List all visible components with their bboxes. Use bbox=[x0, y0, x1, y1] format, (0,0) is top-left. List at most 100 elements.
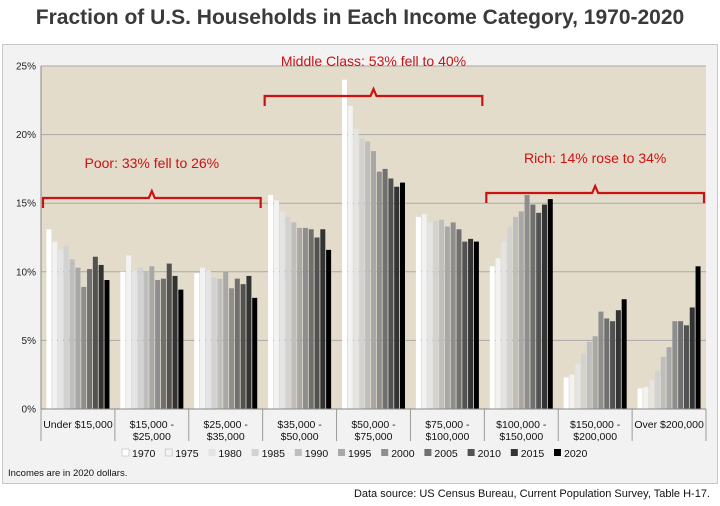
bar bbox=[683, 325, 689, 409]
legend-swatch bbox=[208, 449, 216, 456]
y-tick-label: 25% bbox=[16, 62, 36, 73]
bar bbox=[376, 171, 382, 409]
bar bbox=[649, 380, 655, 409]
legend-swatch bbox=[251, 449, 259, 456]
bar bbox=[462, 241, 468, 409]
bar bbox=[229, 288, 235, 409]
bar bbox=[569, 374, 575, 409]
x-tick-label: $50,000 bbox=[281, 431, 319, 443]
bar bbox=[314, 237, 320, 409]
legend-entry: 2015 bbox=[521, 448, 545, 460]
bar bbox=[394, 186, 400, 409]
bar bbox=[81, 286, 87, 409]
bar bbox=[205, 270, 211, 409]
bar bbox=[92, 256, 98, 409]
bar bbox=[137, 267, 143, 409]
legend-swatch bbox=[510, 449, 518, 456]
bar bbox=[575, 363, 581, 409]
x-tick-label: $100,000 - bbox=[496, 419, 547, 431]
bar bbox=[75, 267, 81, 409]
y-tick-label: 20% bbox=[16, 130, 36, 141]
bar bbox=[200, 267, 206, 409]
bar bbox=[87, 269, 93, 409]
x-tick-label: $35,000 - bbox=[277, 419, 322, 431]
bar bbox=[598, 311, 604, 409]
bar bbox=[98, 264, 104, 409]
data-source-note: Data source: US Census Bureau, Current P… bbox=[353, 488, 710, 500]
legend-swatch bbox=[338, 449, 345, 456]
bar bbox=[347, 105, 353, 410]
bar bbox=[52, 241, 58, 409]
bar bbox=[273, 200, 279, 409]
bar bbox=[166, 263, 172, 409]
annotation-bracket bbox=[263, 86, 484, 106]
bar bbox=[444, 226, 450, 409]
bar bbox=[63, 245, 69, 409]
bar bbox=[120, 271, 126, 409]
bar bbox=[524, 194, 530, 409]
bar bbox=[592, 336, 598, 409]
bar bbox=[456, 229, 462, 409]
bar bbox=[58, 249, 64, 409]
bar bbox=[46, 229, 52, 409]
bar bbox=[495, 258, 501, 409]
bar bbox=[666, 347, 672, 409]
bar bbox=[450, 222, 456, 409]
x-tick-label: $35,000 bbox=[207, 431, 245, 443]
bar bbox=[427, 222, 433, 409]
legend-entry: 1980 bbox=[218, 448, 242, 460]
bar bbox=[320, 229, 326, 409]
legend-entry: 1990 bbox=[305, 448, 329, 460]
legend-entry: 1985 bbox=[262, 448, 286, 460]
bar bbox=[69, 259, 75, 409]
legend-swatch bbox=[424, 449, 432, 456]
legend-entry: 1975 bbox=[175, 448, 199, 460]
x-tick-label: $150,000 - bbox=[570, 419, 621, 431]
bar bbox=[654, 370, 660, 409]
x-tick-label: $100,000 bbox=[425, 431, 469, 443]
legend-entry: 2020 bbox=[564, 448, 588, 460]
x-tick-label: Over $200,000 bbox=[634, 419, 704, 431]
bar bbox=[689, 307, 695, 409]
x-tick-label: $25,000 bbox=[133, 431, 171, 443]
legend-swatch bbox=[294, 449, 302, 456]
bar bbox=[353, 129, 359, 409]
bar bbox=[563, 377, 569, 409]
bar bbox=[172, 275, 178, 409]
x-tick-label: $50,000 - bbox=[351, 419, 396, 431]
bar bbox=[371, 151, 376, 409]
bar bbox=[473, 241, 479, 409]
annotation-bracket bbox=[41, 188, 262, 208]
y-tick-label: 15% bbox=[16, 199, 36, 210]
bar bbox=[507, 226, 513, 409]
x-tick-label: $25,000 - bbox=[204, 419, 249, 431]
y-tick-label: 0% bbox=[22, 405, 37, 416]
bar bbox=[178, 289, 184, 409]
legend-entry: 2005 bbox=[434, 448, 458, 460]
bar bbox=[240, 284, 246, 409]
bar bbox=[342, 79, 347, 409]
bar bbox=[297, 227, 303, 409]
bar bbox=[643, 387, 649, 409]
bar bbox=[433, 221, 439, 409]
legend-swatch bbox=[554, 449, 561, 456]
bar bbox=[382, 168, 388, 409]
bar bbox=[637, 388, 643, 409]
bar bbox=[326, 249, 332, 409]
bar bbox=[126, 255, 132, 409]
y-tick-label: 5% bbox=[22, 336, 37, 347]
bar bbox=[223, 271, 229, 409]
bar bbox=[268, 194, 274, 409]
bar bbox=[621, 299, 627, 409]
bar bbox=[415, 216, 421, 409]
bar bbox=[246, 275, 252, 409]
bar bbox=[131, 270, 137, 409]
bar bbox=[615, 310, 621, 409]
chart-title: Fraction of U.S. Households in Each Inco… bbox=[35, 6, 685, 29]
bar bbox=[530, 204, 536, 409]
x-tick-label: $75,000 bbox=[355, 431, 393, 443]
bar bbox=[149, 266, 155, 409]
x-tick-label: $150,000 bbox=[499, 431, 543, 443]
annotation-label: Rich: 14% rose to 34% bbox=[524, 150, 666, 166]
bar bbox=[194, 273, 200, 409]
